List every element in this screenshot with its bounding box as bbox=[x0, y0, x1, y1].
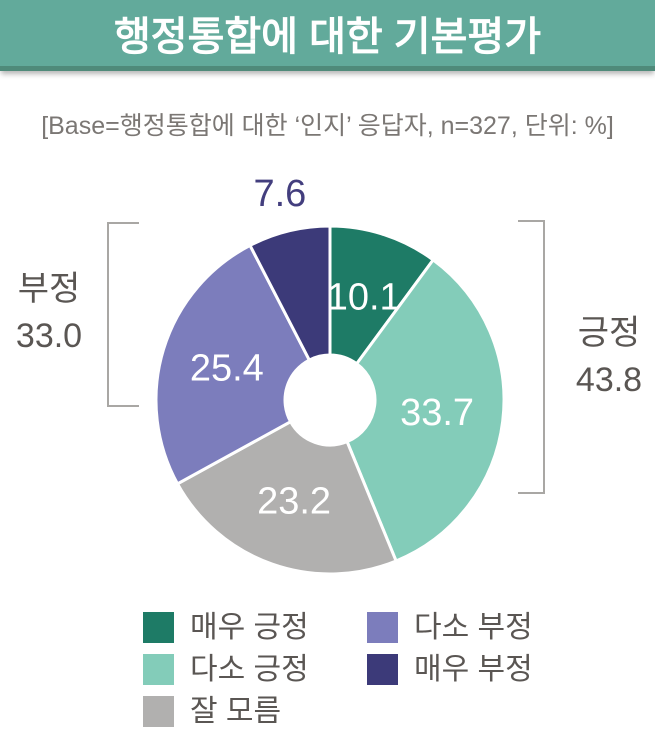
positive-value: 43.8 bbox=[575, 361, 643, 399]
slice-value-label-1: 33.7 bbox=[400, 392, 474, 434]
donut-slice-2 bbox=[176, 420, 398, 576]
legend-swatch-icon bbox=[143, 654, 174, 685]
positive-total-annotation: 긍정 43.8 bbox=[564, 310, 654, 404]
legend-swatch-icon bbox=[143, 612, 174, 643]
negative-bracket bbox=[107, 222, 139, 407]
legend-item-2: 잘 모름 bbox=[143, 696, 309, 727]
legend-label: 다소 부정 bbox=[414, 611, 533, 644]
donut-slice-1 bbox=[345, 258, 506, 563]
slice-value-label-4: 7.6 bbox=[253, 173, 306, 215]
slice-value-label-3: 25.4 bbox=[190, 348, 264, 390]
legend-item-3: 다소 부정 bbox=[367, 612, 533, 643]
legend-label: 다소 긍정 bbox=[190, 653, 309, 686]
legend-swatch-icon bbox=[367, 612, 398, 643]
legend-swatch-icon bbox=[367, 654, 398, 685]
donut-slice-0 bbox=[328, 224, 435, 366]
positive-label: 긍정 bbox=[577, 314, 641, 352]
negative-value: 33.0 bbox=[15, 317, 83, 355]
legend-item-0: 매우 긍정 bbox=[143, 612, 309, 643]
positive-bracket bbox=[518, 220, 545, 494]
page-title: 행정통합에 대한 기본평가 bbox=[113, 15, 542, 59]
slice-value-label-2: 23.2 bbox=[257, 481, 331, 523]
title-bar: 행정통합에 대한 기본평가 bbox=[0, 0, 655, 71]
legend-item-1: 다소 긍정 bbox=[143, 654, 309, 685]
donut-slice-4 bbox=[248, 224, 332, 362]
donut-slice-3 bbox=[154, 243, 311, 486]
legend-item-4: 매우 부정 bbox=[367, 654, 533, 685]
legend-label: 매우 부정 bbox=[414, 653, 533, 686]
negative-label: 부정 bbox=[17, 270, 81, 308]
legend-label: 매우 긍정 bbox=[190, 611, 309, 644]
negative-total-annotation: 부정 33.0 bbox=[2, 266, 96, 360]
legend-label: 잘 모름 bbox=[190, 695, 282, 728]
legend-swatch-icon bbox=[143, 696, 174, 727]
base-note: [Base=행정통합에 대한 ‘인지’ 응답자, n=327, 단위: %] bbox=[41, 112, 614, 140]
slice-value-label-0: 10.1 bbox=[327, 277, 401, 319]
